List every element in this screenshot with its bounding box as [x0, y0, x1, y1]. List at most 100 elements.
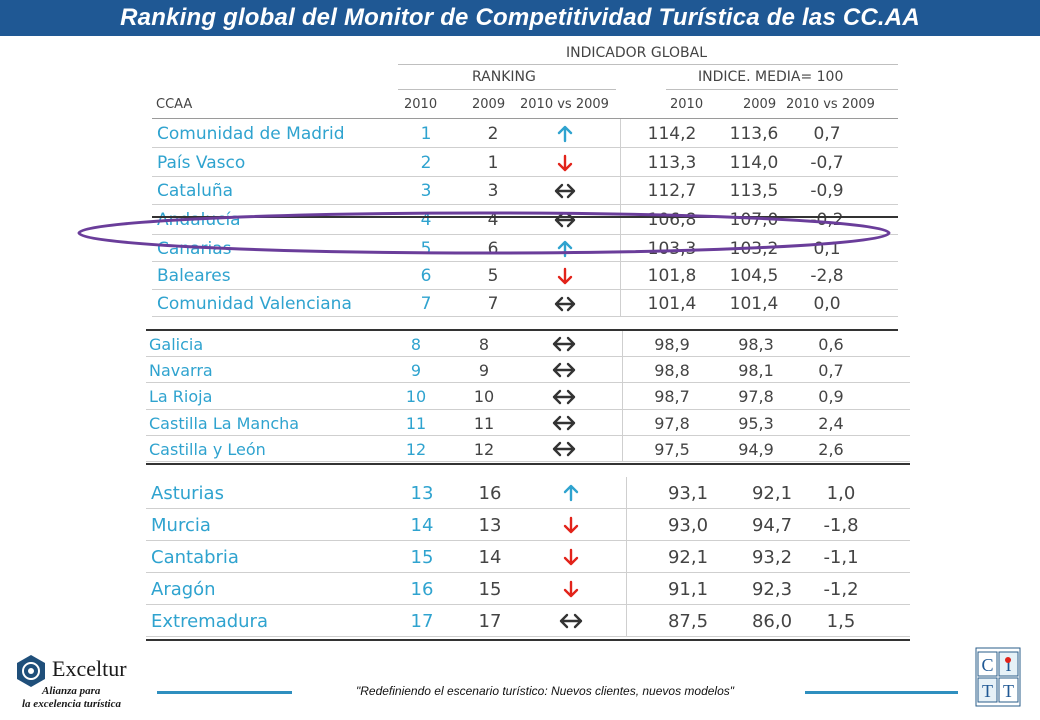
index-2010: 103,3: [647, 238, 697, 259]
row-divider: [146, 356, 910, 357]
row-divider: [152, 289, 898, 290]
index-2009: 94,9: [738, 439, 774, 459]
cit-letter-3: T: [982, 681, 993, 701]
footer-line-right: [805, 691, 958, 694]
arrow-down-icon: [557, 267, 573, 285]
index-2009: 97,8: [738, 387, 774, 406]
rank-2009: 1: [487, 152, 499, 173]
table-row: Baleares 6 5 101,8 104,5 -2,8: [152, 262, 898, 290]
group-separator-line: [146, 463, 910, 465]
rank-2010: 3: [420, 181, 432, 201]
row-divider: [152, 147, 898, 148]
index-2009: 98,3: [738, 334, 774, 354]
trend-equal-icon: [540, 205, 590, 235]
arrow-equal-icon: [552, 389, 576, 404]
header-divider: [152, 118, 898, 119]
index-2009: 95,3: [738, 413, 774, 433]
footer-slogan: "Redefiniendo el escenario turístico: Nu…: [355, 684, 735, 698]
title-bar: Ranking global del Monitor de Competitiv…: [0, 0, 1040, 36]
index-diff: -0,2: [810, 210, 844, 230]
rank-2010: 4: [420, 210, 432, 230]
region-name: País Vasco: [157, 152, 246, 173]
index-2009: 92,3: [751, 578, 793, 600]
index-2009: 103,2: [729, 238, 779, 259]
footer-line-left: [157, 691, 292, 694]
row-divider: [146, 409, 910, 410]
arrow-down-icon: [563, 580, 579, 598]
table-row: Canarias 5 6 103,3 103,2 0,1: [152, 235, 898, 262]
index-2009: 101,4: [729, 293, 779, 314]
group-separator-line: [146, 329, 898, 331]
header-divider: [666, 89, 898, 90]
rank-2010: 15: [410, 546, 434, 568]
arrow-down-icon: [563, 516, 579, 534]
table-row: País Vasco 2 1 113,3 114,0 -0,7: [152, 148, 898, 177]
table-row: Comunidad Valenciana 7 7 101,4 101,4 0,0: [152, 290, 898, 317]
index-2010: 93,0: [667, 514, 709, 536]
rank-2009: 14: [478, 546, 502, 568]
rank-2009: 11: [473, 413, 495, 433]
rank-2010: 7: [420, 293, 432, 314]
region-name: Baleares: [157, 266, 231, 286]
rank-2010: 17: [410, 610, 434, 632]
arrow-equal-icon: [552, 441, 576, 457]
arrow-equal-icon: [552, 362, 576, 378]
index-2010: 101,8: [647, 266, 697, 286]
table-row: Castilla y León 12 12 97,5 94,9 2,6: [146, 436, 910, 462]
cit-letter-1: C: [981, 655, 993, 675]
rank-2009: 8: [478, 334, 490, 354]
table-row: La Rioja 10 10 98,7 97,8 0,9: [146, 383, 910, 410]
cit-emblem-icon: C I T T: [975, 647, 1021, 707]
table-row: Murcia 14 13 93,0 94,7 -1,8: [146, 509, 910, 541]
row-divider: [152, 261, 898, 262]
index-2009: 114,0: [729, 152, 779, 173]
header-ranking-title: RANKING: [472, 69, 536, 85]
index-diff: 0,7: [818, 360, 844, 380]
region-name: Comunidad de Madrid: [157, 123, 345, 144]
header-rank-diff: 2010 vs 2009: [520, 97, 609, 112]
rank-2010: 11: [405, 413, 427, 433]
row-divider: [146, 572, 910, 573]
index-2010: 97,8: [654, 413, 690, 433]
index-diff: 0,0: [813, 293, 841, 314]
arrow-down-icon: [557, 154, 573, 171]
table-block-1: Comunidad de Madrid 1 2 114,2 113,6 0,7 País V…: [152, 119, 898, 317]
header-index-title: INDICE. MEDIA= 100: [698, 69, 844, 85]
index-diff: 0,1: [813, 238, 841, 259]
cit-logo: C I T T: [966, 640, 1034, 716]
rank-2009: 4: [487, 210, 499, 230]
rank-2009: 13: [478, 514, 502, 536]
region-name: Cataluña: [157, 181, 234, 201]
index-diff: 0,7: [813, 123, 841, 144]
index-2010: 114,2: [647, 123, 697, 144]
index-2010: 98,8: [654, 360, 690, 380]
row-divider: [152, 204, 898, 205]
rank-2009: 9: [478, 360, 490, 380]
slide-title: Ranking global del Monitor de Competitiv…: [120, 4, 920, 31]
trend-down-icon: [546, 541, 596, 573]
region-name: Comunidad Valenciana: [157, 293, 352, 314]
rank-2009: 7: [487, 293, 499, 314]
index-2010: 112,7: [647, 181, 697, 201]
rank-2009: 12: [473, 439, 495, 459]
index-diff: -2,8: [810, 266, 844, 286]
column-separator: [622, 331, 623, 462]
arrow-down-icon: [563, 548, 579, 566]
arrow-up-icon: [563, 484, 579, 502]
trend-up-icon: [546, 477, 596, 509]
region-name: Navarra: [149, 360, 213, 380]
rank-2010: 16: [410, 578, 434, 600]
index-2009: 93,2: [751, 546, 793, 568]
region-name: Asturias: [151, 482, 224, 504]
rank-2009: 15: [478, 578, 502, 600]
header-rank-2009: 2009: [472, 97, 506, 112]
rank-2009: 3: [487, 181, 499, 201]
rank-2010: 8: [410, 334, 422, 354]
exceltur-brand: Exceltur: [52, 656, 127, 681]
trend-down-icon: [546, 509, 596, 541]
group-separator-line: [152, 216, 898, 218]
rank-2009: 6: [487, 238, 499, 259]
index-diff: 1,0: [826, 482, 856, 504]
rank-2009: 5: [487, 266, 499, 286]
table-row: Cataluña 3 3 112,7 113,5 -0,9: [152, 177, 898, 205]
